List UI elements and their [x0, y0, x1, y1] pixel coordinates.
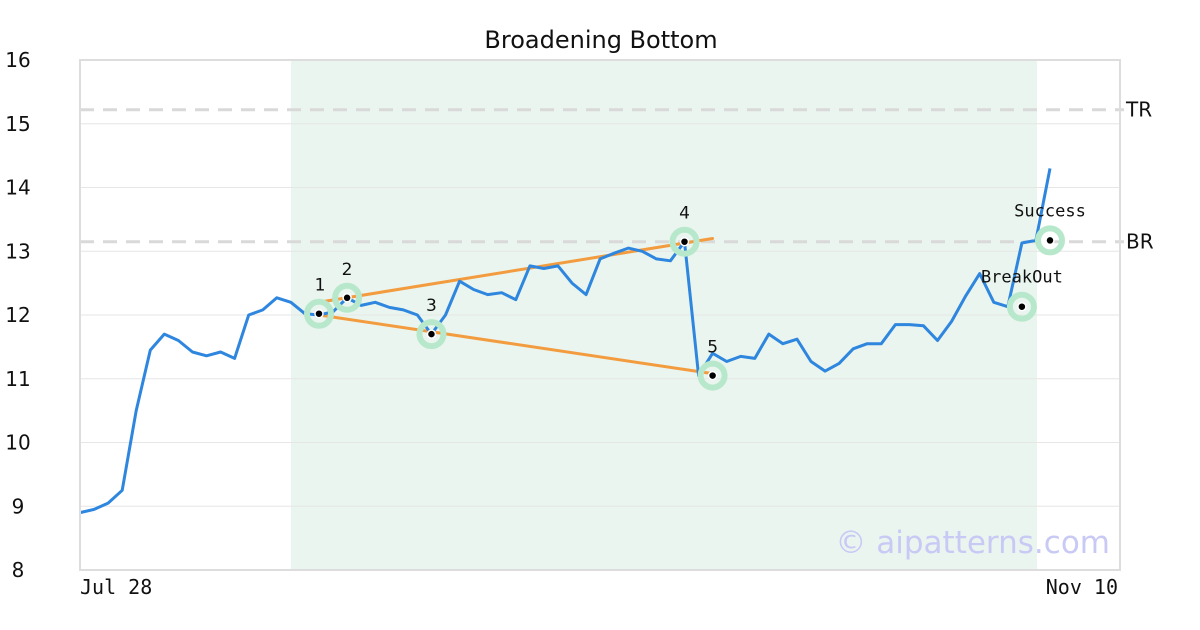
x-tick-label-end: Nov 10 [1046, 575, 1118, 599]
point-halo [697, 360, 728, 391]
point-label: 3 [426, 296, 437, 316]
y-tick-label: 12 [5, 303, 30, 327]
point-label: 4 [679, 204, 690, 224]
y-tick-label: 16 [5, 48, 30, 72]
point-halo [416, 319, 447, 350]
point-label: 5 [707, 338, 718, 358]
point-halo [669, 226, 700, 257]
point-label: BreakOut [981, 268, 1063, 288]
pattern-points-layer: 12 3 4 5 BreakOut Success [303, 201, 1086, 391]
point-halo [1006, 291, 1037, 322]
point-marker [426, 329, 437, 339]
y-tick-label: 8 [12, 558, 25, 582]
trendline [317, 313, 715, 376]
point-marker [314, 308, 324, 319]
gridlines-layer [80, 123, 1120, 507]
reference-label-tr: TR [1125, 98, 1152, 122]
point-marker [342, 293, 352, 303]
trendline [317, 237, 715, 304]
y-tick-label: 11 [5, 367, 30, 391]
point-halo [1035, 225, 1065, 256]
trendlines-layer [317, 237, 715, 376]
x-tick-label-start: Jul 28 [80, 575, 152, 599]
y-tick-label: 13 [5, 239, 30, 263]
point-marker [1017, 301, 1027, 312]
point-marker [1045, 235, 1055, 246]
price-series-line [79, 168, 1052, 515]
plot-frame [79, 59, 1121, 571]
y-tick-label: 10 [5, 431, 30, 455]
reference-lines-layer: TR BR [80, 98, 1154, 254]
point-halo [303, 298, 334, 329]
point-halo [332, 282, 363, 313]
y-tick-label: 15 [5, 112, 30, 136]
y-tick-label: 9 [12, 494, 25, 518]
point-label: 2 [342, 260, 353, 280]
point-marker [707, 370, 718, 381]
point-label: 1 [315, 276, 326, 296]
point-marker [679, 236, 690, 247]
watermark: © aipatterns.com [835, 525, 1110, 561]
reference-label-br: BR [1126, 230, 1154, 254]
price-series-layer [79, 168, 1052, 515]
point-label: Success [1014, 201, 1086, 221]
y-tick-label: 14 [5, 176, 30, 200]
chart-title: Broadening Bottom [484, 26, 717, 54]
